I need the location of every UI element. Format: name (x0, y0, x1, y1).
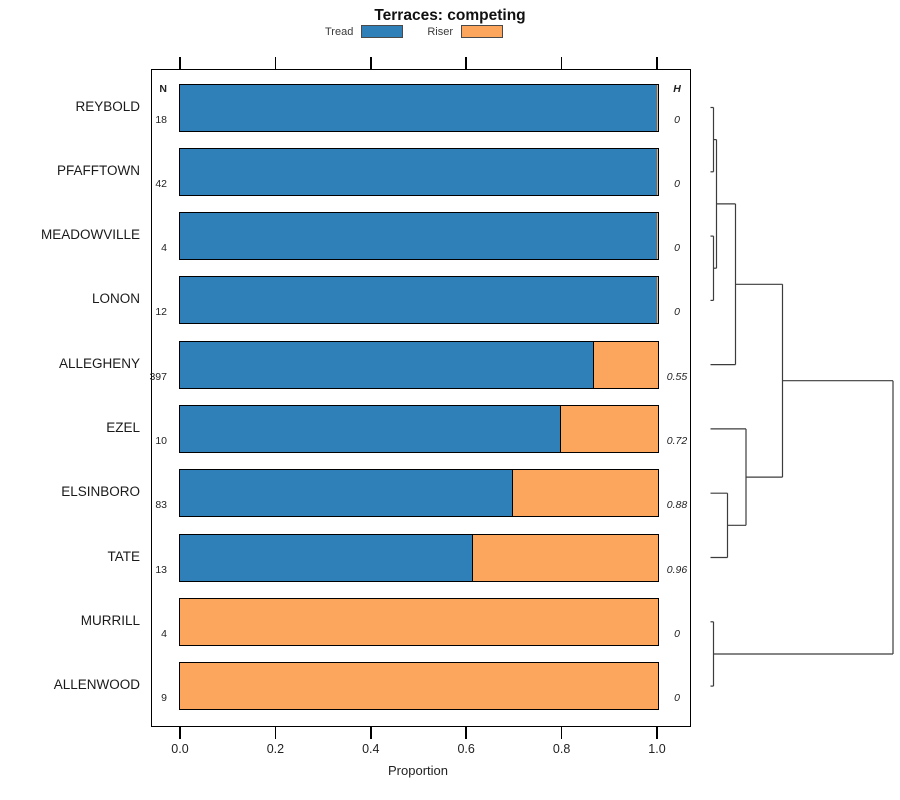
category-label-lonon: LONON (91, 291, 140, 307)
bar-ezel (178, 405, 659, 453)
h-value: 0.88 (666, 499, 688, 512)
x-tick-label: 0.6 (457, 742, 475, 756)
legend-label-tread: Tread (325, 25, 354, 38)
n-value: 4 (161, 242, 167, 255)
category-label-elsinboro: ELSINBORO (61, 484, 140, 500)
n-value: 4 (161, 627, 167, 640)
h-value: 0 (674, 627, 680, 640)
bar-segment-tread (179, 213, 657, 260)
bar-pfafftown (178, 147, 659, 196)
h-value: 0 (674, 306, 680, 319)
x-tick-label: 1.0 (648, 742, 666, 756)
bar-elsinboro (178, 469, 659, 518)
h-value: 0.96 (666, 563, 688, 576)
x-tick-top (656, 57, 658, 69)
category-label-murrill: MURRILL (80, 612, 140, 628)
x-tick-top (370, 57, 372, 69)
h-value: 0 (674, 242, 680, 255)
legend-swatch-tread (361, 25, 404, 38)
bar-segment-tread (179, 341, 595, 388)
n-value: 83 (155, 499, 167, 512)
legend-label-riser: Riser (427, 25, 453, 38)
bar-segment-tread (179, 148, 657, 195)
n-column-header: N (159, 83, 167, 95)
bar-reybold (178, 83, 659, 132)
x-tick-label: 0.8 (552, 742, 571, 756)
x-tick-label: 0.2 (266, 742, 285, 756)
h-value: 0.55 (666, 370, 688, 383)
n-value: 13 (155, 563, 167, 576)
h-value: 0 (674, 113, 680, 126)
bar-segment-tread (179, 84, 657, 131)
n-value: 42 (155, 177, 167, 190)
n-value: 12 (155, 306, 167, 319)
x-axis-label: Proportion (388, 763, 448, 778)
h-value: 0 (674, 692, 680, 705)
x-tick-bottom (370, 727, 372, 739)
legend-swatch-riser (461, 25, 503, 38)
category-label-meadowville: MEADOWVILLE (40, 227, 140, 243)
bar-segment-tread (179, 406, 562, 452)
x-tick-top (179, 57, 181, 69)
n-value: 9 (161, 692, 167, 705)
bar-segment-tread (179, 470, 514, 517)
n-value: 18 (155, 113, 167, 126)
category-label-tate: TATE (107, 548, 141, 564)
bar-segment-tread (179, 277, 657, 324)
bar-tate (178, 533, 659, 582)
x-tick-label: 0.0 (171, 742, 189, 756)
x-tick-bottom (274, 727, 277, 739)
x-tick-top (560, 57, 563, 69)
h-column-header: H (673, 83, 681, 95)
category-label-reybold: REYBOLD (75, 98, 140, 114)
x-tick-label: 0.4 (362, 742, 380, 756)
category-label-allegheny: ALLEGHENY (58, 355, 140, 371)
n-value: 397 (149, 370, 167, 383)
h-value: 0.72 (666, 435, 688, 447)
category-label-pfafftown: PFAFFTOWN (57, 162, 140, 178)
bar-meadowville (178, 212, 659, 261)
x-tick-bottom (465, 727, 467, 739)
h-value: 0 (674, 177, 680, 190)
chart-title: Terraces: competing (374, 7, 526, 24)
legend: Tread Riser (325, 25, 503, 38)
x-tick-top (465, 57, 467, 69)
x-tick-bottom (656, 727, 658, 739)
bar-allegheny (178, 340, 659, 389)
x-tick-bottom (179, 727, 181, 739)
category-label-allenwood: ALLENWOOD (53, 677, 140, 693)
x-tick-top (274, 57, 277, 69)
n-value: 10 (155, 435, 167, 447)
bar-murrill (178, 597, 659, 646)
bar-allenwood (178, 662, 659, 711)
bar-segment-tread (179, 534, 473, 581)
x-tick-bottom (560, 727, 563, 739)
category-label-ezel: EZEL (106, 420, 140, 435)
bar-lonon (178, 276, 659, 325)
